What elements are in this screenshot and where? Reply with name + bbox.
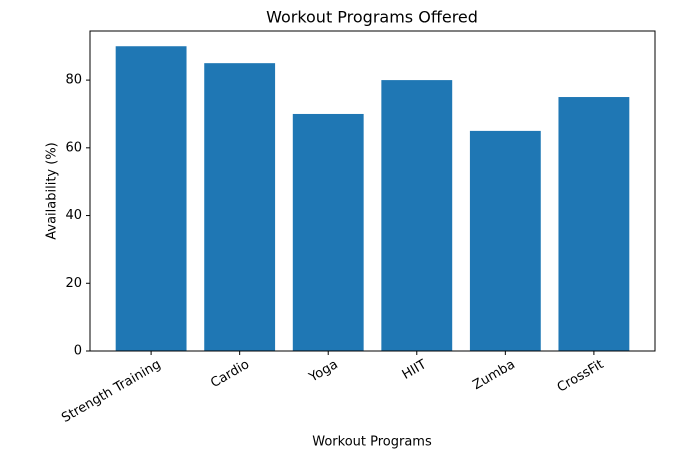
x-axis-label: Workout Programs bbox=[312, 435, 432, 450]
bar bbox=[469, 130, 541, 351]
chart-title: Workout Programs Offered bbox=[266, 8, 478, 27]
bar bbox=[558, 97, 630, 352]
y-tick-label: 40 bbox=[65, 208, 82, 223]
x-tick-label: HIIT bbox=[400, 357, 430, 383]
y-tick-label: 20 bbox=[65, 276, 82, 291]
x-tick-label: Cardio bbox=[208, 357, 252, 391]
plot-frame bbox=[89, 30, 656, 352]
bar bbox=[292, 113, 364, 352]
x-tick-label: Strength Training bbox=[59, 357, 163, 426]
x-tick-label: Zumba bbox=[470, 357, 517, 393]
x-tick-label: Yoga bbox=[306, 357, 341, 386]
bar bbox=[381, 80, 453, 352]
bar bbox=[204, 63, 276, 351]
x-tick-label: CrossFit bbox=[555, 357, 607, 395]
y-tick-label: 0 bbox=[74, 344, 82, 359]
y-axis-label: Availability (%) bbox=[45, 142, 60, 240]
y-tick-label: 80 bbox=[65, 73, 82, 88]
bar bbox=[115, 46, 187, 351]
y-tick-label: 60 bbox=[65, 140, 82, 155]
